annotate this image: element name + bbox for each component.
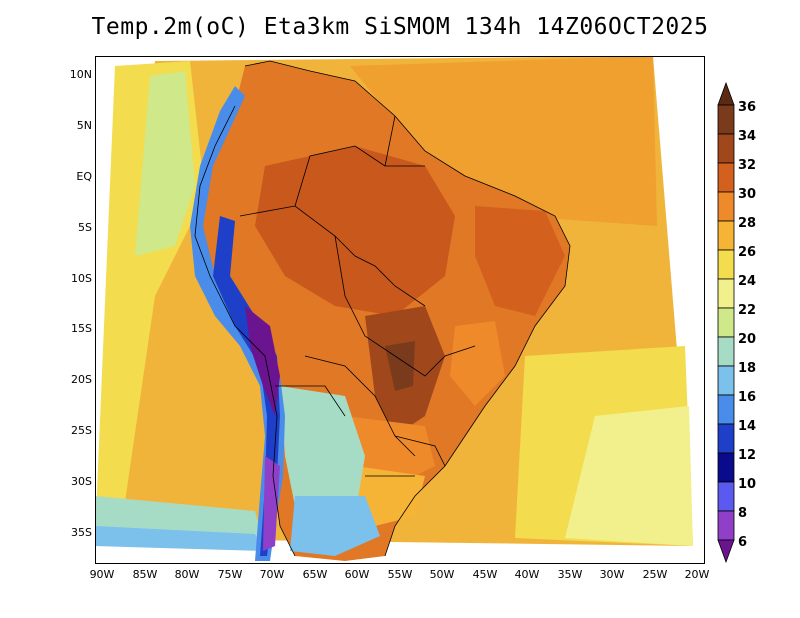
lon-label: 20W <box>684 568 710 581</box>
lon-label: 40W <box>514 568 540 581</box>
colorbar-label: 8 <box>738 506 748 521</box>
colorbar-label: 6 <box>738 535 748 550</box>
colorbar-swatch <box>717 307 735 338</box>
lon-label: 90W <box>89 568 115 581</box>
pacific-south-cold <box>95 526 265 551</box>
colorbar-label: 12 <box>738 448 757 463</box>
colorbar-top-cap <box>717 81 735 106</box>
lon-label: 55W <box>387 568 413 581</box>
lat-label: 35S <box>71 526 92 539</box>
lat-label: EQ <box>76 170 92 183</box>
lon-label: 45W <box>472 568 498 581</box>
colorbar-swatch <box>717 104 735 135</box>
pacific-near-coast <box>135 71 195 256</box>
colorbar <box>717 81 735 564</box>
map-title: Temp.2m(oC) Eta3km SiSMOM 134h 14Z06OCT2… <box>91 14 709 40</box>
colorbar-bottom-cap <box>717 539 735 564</box>
colorbar-label: 26 <box>738 245 757 260</box>
lat-label: 5N <box>76 119 92 132</box>
colorbar-label: 20 <box>738 332 757 347</box>
colorbar-swatch <box>717 162 735 193</box>
colorbar-label: 18 <box>738 361 757 376</box>
lon-label: 80W <box>174 568 200 581</box>
lon-label: 30W <box>599 568 625 581</box>
lat-label: 15S <box>71 322 92 335</box>
andes-south-cold <box>263 456 280 551</box>
lon-label: 70W <box>259 568 285 581</box>
lat-label: 10N <box>69 68 92 81</box>
lat-label: 10S <box>71 272 92 285</box>
colorbar-swatch <box>717 423 735 454</box>
tropical-atlantic <box>350 56 657 226</box>
colorbar-label: 10 <box>738 477 757 492</box>
far-south-atlantic <box>565 406 693 546</box>
lon-label: 75W <box>217 568 243 581</box>
lon-label: 50W <box>429 568 455 581</box>
andes-core <box>213 216 280 556</box>
colorbar-swatch <box>717 278 735 309</box>
colorbar-label: 24 <box>738 274 757 289</box>
colorbar-label: 36 <box>738 100 757 115</box>
lat-label: 5S <box>78 221 92 234</box>
lon-label: 60W <box>344 568 370 581</box>
colorbar-swatch <box>717 249 735 280</box>
colorbar-swatch <box>717 220 735 251</box>
temperature-map <box>95 56 705 564</box>
colorbar-label: 14 <box>738 419 757 434</box>
pampa-cool <box>290 496 380 556</box>
lon-label: 85W <box>132 568 158 581</box>
hottest-core <box>385 341 415 391</box>
colorbar-swatch <box>717 394 735 425</box>
colorbar-swatch <box>717 510 735 541</box>
colorbar-swatch <box>717 133 735 164</box>
northeast-brazil <box>475 206 565 316</box>
colorbar-label: 32 <box>738 158 757 173</box>
colorbar-swatch <box>717 481 735 512</box>
colorbar-label: 30 <box>738 187 757 202</box>
argentina-cool <box>280 386 365 526</box>
colorbar-swatch <box>717 365 735 396</box>
lat-label: 30S <box>71 475 92 488</box>
colorbar-label: 28 <box>738 216 757 231</box>
map-area <box>95 56 705 564</box>
lon-label: 25W <box>642 568 668 581</box>
colorbar-swatch <box>717 336 735 367</box>
colorbar-swatch <box>717 191 735 222</box>
lon-label: 35W <box>557 568 583 581</box>
colorbar-swatch <box>717 452 735 483</box>
colorbar-label: 34 <box>738 129 757 144</box>
colorbar-label: 22 <box>738 303 757 318</box>
lat-label: 20S <box>71 373 92 386</box>
lon-label: 65W <box>302 568 328 581</box>
colorbar-label: 16 <box>738 390 757 405</box>
amazon-hot <box>255 146 455 316</box>
lat-label: 25S <box>71 424 92 437</box>
highlands-mild <box>450 321 505 406</box>
